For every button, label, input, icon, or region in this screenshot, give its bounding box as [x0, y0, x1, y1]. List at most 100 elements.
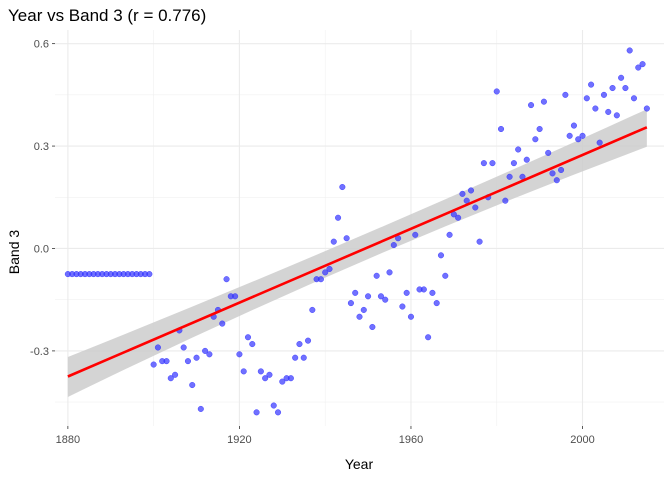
data-point [600, 91, 608, 98]
data-point [532, 136, 539, 143]
data-point [330, 238, 337, 245]
data-point [339, 183, 346, 191]
data-point [639, 61, 646, 68]
data-point [579, 132, 586, 139]
data-point [347, 300, 354, 307]
data-point [545, 149, 552, 156]
data-point [506, 173, 513, 180]
data-point [489, 160, 496, 167]
data-point [240, 368, 247, 375]
data-point [527, 102, 535, 109]
data-point [180, 344, 187, 351]
data-point [613, 112, 620, 119]
data-point [605, 108, 612, 115]
data-point [480, 160, 487, 167]
data-point [596, 139, 603, 146]
data-point [497, 125, 505, 133]
data-point [304, 337, 312, 344]
regression-line [67, 126, 648, 378]
data-point [433, 300, 440, 307]
data-point [425, 334, 432, 341]
data-point [570, 122, 577, 129]
data-point [360, 306, 367, 313]
data-point [352, 289, 359, 296]
regression-line-group [67, 126, 648, 378]
data-point [630, 95, 638, 102]
data-point [236, 351, 243, 358]
data-point [253, 409, 260, 416]
data-point [553, 177, 560, 184]
data-point [562, 91, 569, 98]
data-point [202, 347, 209, 354]
data-point [262, 375, 269, 382]
data-point [356, 313, 363, 320]
data-point [403, 289, 410, 296]
data-point [502, 197, 509, 204]
data-point [626, 47, 633, 54]
y-axis-ticks: -0.3 0.0 0.3 0.6 [30, 39, 55, 358]
data-point [335, 214, 342, 221]
data-point [399, 303, 406, 310]
data-point [150, 361, 157, 368]
data-point [523, 156, 530, 163]
data-point [167, 375, 174, 382]
data-point [326, 265, 333, 273]
data-point [536, 125, 543, 133]
data-point [515, 146, 522, 153]
data-point [558, 166, 565, 174]
data-point [609, 84, 616, 92]
data-point [249, 341, 256, 348]
data-point [172, 371, 179, 378]
data-point [549, 170, 556, 177]
data-point [412, 231, 419, 238]
data-point [343, 235, 350, 242]
y-tick-label: 0.0 [34, 243, 49, 255]
data-point [459, 190, 466, 197]
y-tick-label: 0.3 [34, 141, 49, 153]
data-point [588, 81, 595, 88]
data-point [365, 293, 372, 300]
data-point [437, 252, 445, 259]
data-point [292, 354, 299, 361]
data-point [472, 204, 479, 211]
data-points [64, 47, 650, 416]
data-point [382, 296, 389, 303]
data-point [154, 344, 161, 351]
data-point [219, 320, 226, 327]
data-point [442, 272, 449, 279]
data-point [493, 88, 500, 95]
data-point [369, 323, 376, 331]
data-point [300, 354, 307, 361]
y-axis-title: Band 3 [6, 230, 22, 275]
data-point [540, 98, 547, 105]
y-tick-label: 0.6 [34, 39, 49, 51]
data-point [274, 409, 282, 416]
data-point [223, 276, 230, 283]
y-tick-label: -0.3 [30, 346, 49, 358]
data-point [446, 231, 453, 238]
data-point [232, 293, 239, 300]
data-point [317, 276, 324, 283]
data-point [184, 358, 192, 365]
data-point [510, 160, 517, 167]
x-tick-label: 1960 [399, 434, 423, 446]
x-axis-title: Year [345, 456, 374, 472]
data-point [270, 402, 277, 409]
data-point [279, 378, 286, 385]
data-point [618, 74, 625, 81]
data-point [189, 381, 196, 389]
data-point [163, 358, 170, 365]
data-point [193, 354, 200, 361]
data-point [476, 238, 483, 245]
data-point [377, 293, 384, 300]
x-tick-label: 2000 [570, 434, 594, 446]
x-tick-label: 1920 [227, 434, 251, 446]
data-point [322, 269, 329, 276]
data-point [455, 214, 462, 221]
data-point [643, 105, 650, 112]
data-point [566, 132, 573, 139]
data-point [390, 242, 397, 249]
data-point [635, 64, 642, 71]
data-point [407, 313, 415, 320]
